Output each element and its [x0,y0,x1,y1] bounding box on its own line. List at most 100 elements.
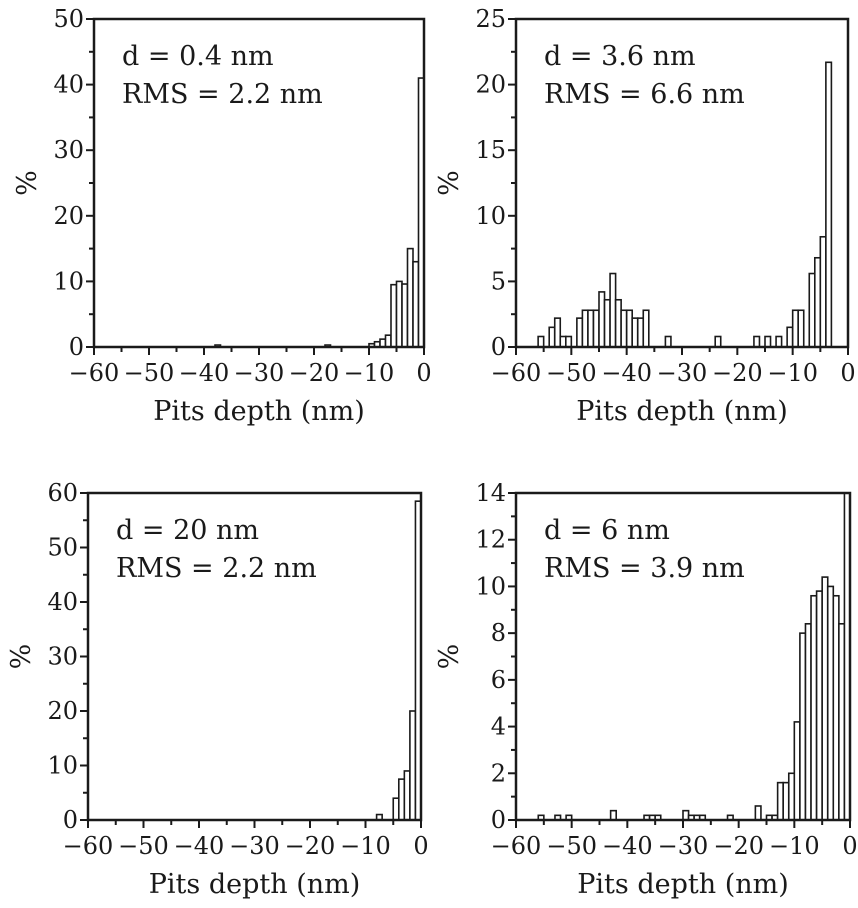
histogram-bar [815,590,823,821]
x-tick-label: 0 [416,359,431,387]
histogram-bar [401,283,409,348]
y-tick-label: 30 [47,643,78,671]
histogram-bar [714,335,722,348]
y-tick-label: 10 [47,752,78,780]
histogram-bar [592,309,600,348]
x-tick-label: −30 [229,832,280,860]
y-tick-label: 60 [47,479,78,507]
x-axis-label: Pits depth (nm) [149,869,361,900]
histogram-bar [631,317,639,348]
y-tick-label: 6 [491,666,506,694]
x-tick-label: −10 [769,832,820,860]
histogram-bar [826,585,835,821]
histogram-bar [609,809,618,821]
chart-panel-3: −60 −50 −40 −30 −20 −10 0 0 10 20 30 40 50 60 Pits dep… [6,479,429,900]
y-tick-label: 20 [47,697,78,725]
annotation-line-1: d = 3.6 nm [544,41,696,72]
y-tick-label: 50 [47,534,78,562]
annotation-line-1: d = 20 nm [116,515,259,546]
x-tick-label: 0 [840,359,855,387]
histogram-bar [564,335,573,348]
histogram-bar [754,805,762,821]
histogram-bar [775,335,783,348]
y-tick-label: 40 [47,588,78,616]
x-tick-label: −60 [63,832,114,860]
histogram-bar [791,309,799,348]
histogram-bar [797,309,805,348]
y-tick-label: 0 [63,806,78,834]
y-tick-label: 0 [491,806,506,834]
annotation-line-1: d = 6 nm [544,515,670,546]
y-tick-label: 30 [53,136,84,164]
y-tick-label: 20 [475,71,506,99]
histogram-bar [587,309,595,348]
histogram-bar [664,335,672,348]
x-tick-label: −60 [69,359,120,387]
y-tick-label: 20 [53,202,84,230]
histogram-bar [406,247,414,348]
histogram-bar [412,260,420,348]
y-tick-label: 14 [475,479,506,507]
x-tick-label: −60 [491,359,542,387]
histogram-bar [395,280,403,348]
histogram-bar [642,309,650,348]
y-tick-label: 10 [475,202,506,230]
x-tick-label: −10 [767,359,818,387]
histogram-bar [838,622,846,821]
y-tick-label: 25 [475,5,506,33]
histogram-bar [614,298,622,348]
histogram-bar [603,298,611,348]
histogram-bar [813,256,822,348]
histogram-bar [392,797,400,821]
x-tick-label: −50 [546,359,597,387]
annotation-line-2: RMS = 3.9 nm [544,553,745,584]
y-axis-label: % [434,170,465,196]
histogram-bar [832,594,840,821]
histogram-bar [636,317,645,348]
histogram-bar [620,309,628,348]
y-tick-label: 4 [491,713,506,741]
histogram-bar [682,809,690,821]
chart-panel-4: −60 −50 −40 −30 −20 −10 0 0 2 4 6 8 10 12 14 Pits depth… [434,479,858,900]
histogram-bar [808,272,816,348]
x-tick-label: −20 [285,832,336,860]
x-tick-label: −30 [658,832,709,860]
x-tick-label: −30 [657,359,708,387]
x-tick-label: −50 [124,359,175,387]
x-tick-label: −30 [234,359,285,387]
x-axis-label: Pits depth (nm) [577,869,789,900]
histogram-bar [625,309,633,348]
histogram-bar [390,283,398,348]
histogram-bar [786,326,794,348]
y-axis-label: % [434,644,465,670]
x-tick-label: −50 [546,832,597,860]
y-tick-label: 5 [491,267,506,295]
y-tick-label: 8 [491,619,506,647]
x-tick-label: −10 [344,359,395,387]
x-tick-label: −20 [712,359,763,387]
histogram-bar [384,334,392,348]
histogram-bar [397,778,406,821]
histogram-bar [559,335,567,348]
y-tick-label: 50 [53,5,84,33]
histogram-bar [548,326,556,348]
y-tick-label: 0 [69,333,84,361]
histogram-bar [609,272,617,348]
x-axis-label: Pits depth (nm) [153,396,365,427]
histogram-bar [576,317,584,348]
histogram-bar [764,335,772,348]
x-tick-label: −40 [601,359,652,387]
histogram-bar [537,335,545,348]
histogram-bar [821,576,829,821]
y-tick-label: 2 [491,759,506,787]
x-tick-label: −40 [174,832,225,860]
annotation-line-2: RMS = 2.2 nm [116,553,317,584]
x-tick-label: −20 [289,359,340,387]
histogram-bar [810,594,818,821]
annotation-line-2: RMS = 2.2 nm [122,79,323,110]
chart-panel-2: −60 −50 −40 −30 −20 −10 0 0 5 10 15 20 25 Pits depth … [434,5,856,427]
y-tick-label: 12 [475,526,506,554]
y-axis-label: % [6,644,37,670]
